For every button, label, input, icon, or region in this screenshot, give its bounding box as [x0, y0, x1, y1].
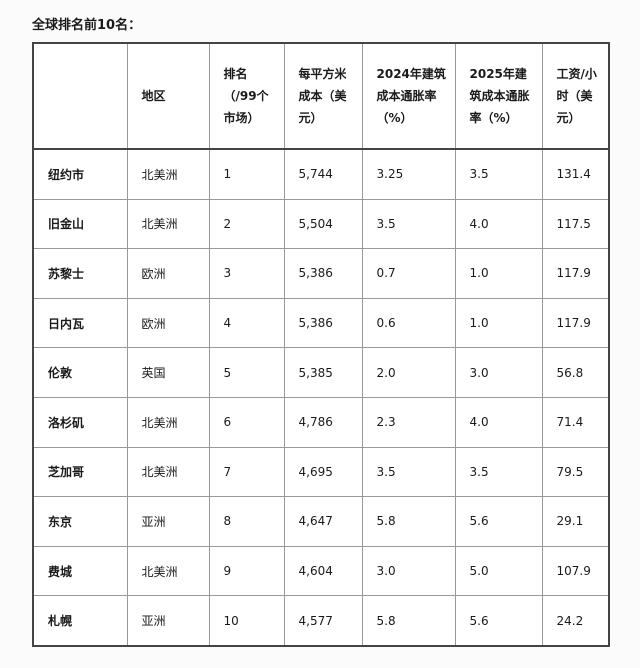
cell-rank: 8: [208, 496, 285, 547]
cell-rank: 4: [208, 297, 285, 349]
cell-city: 札幌: [32, 595, 128, 647]
table-row: 洛杉矶 北美洲 6 4,786 2.3 4.0 71.4: [32, 396, 610, 448]
cell-region: 亚洲: [126, 496, 210, 547]
cell-inflation-2024: 2.3: [361, 396, 456, 448]
cell-region: 北美洲: [126, 148, 210, 200]
cell-wage-per-hour: 117.9: [541, 297, 610, 349]
cell-inflation-2024: 3.5: [361, 198, 456, 250]
cell-city: 东京: [32, 496, 128, 547]
cell-region: 欧洲: [126, 248, 210, 299]
cell-cost-per-sqm: 4,577: [283, 595, 363, 647]
cell-region: 北美洲: [126, 446, 210, 498]
cell-wage-per-hour: 107.9: [541, 545, 610, 597]
cell-cost-per-sqm: 4,786: [283, 396, 363, 448]
cell-inflation-2024: 3.5: [361, 446, 456, 498]
cell-inflation-2024: 0.7: [361, 248, 456, 299]
cell-region: 欧洲: [126, 297, 210, 349]
cell-inflation-2025: 3.0: [454, 347, 543, 398]
header-city: [32, 42, 128, 150]
table-row: 纽约市 北美洲 1 5,744 3.25 3.5 131.4: [32, 148, 610, 200]
cell-wage-per-hour: 29.1: [541, 496, 610, 547]
cell-rank: 3: [208, 248, 285, 299]
cell-rank: 5: [208, 347, 285, 398]
cell-cost-per-sqm: 5,386: [283, 248, 363, 299]
cell-wage-per-hour: 56.8: [541, 347, 610, 398]
cell-city: 旧金山: [32, 198, 128, 250]
header-row: 地区 排名（/99个市场） 每平方米成本（美元） 2024年建筑成本通胀率（%） 202…: [32, 42, 610, 150]
cell-wage-per-hour: 131.4: [541, 148, 610, 200]
cell-cost-per-sqm: 5,504: [283, 198, 363, 250]
cell-inflation-2025: 4.0: [454, 396, 543, 448]
table-row: 旧金山 北美洲 2 5,504 3.5 4.0 117.5: [32, 198, 610, 250]
cell-rank: 7: [208, 446, 285, 498]
cell-inflation-2024: 5.8: [361, 496, 456, 547]
cell-inflation-2025: 3.5: [454, 148, 543, 200]
table-row: 苏黎士 欧洲 3 5,386 0.7 1.0 117.9: [32, 248, 610, 299]
cell-inflation-2024: 5.8: [361, 595, 456, 647]
cell-region: 北美洲: [126, 545, 210, 597]
cell-cost-per-sqm: 4,695: [283, 446, 363, 498]
header-inflation-2025: 2025年建筑成本通胀率（%）: [454, 42, 543, 150]
cell-city: 纽约市: [32, 148, 128, 200]
cell-rank: 10: [208, 595, 285, 647]
header-wage-per-hour: 工资/小时（美元）: [541, 42, 610, 150]
cell-rank: 1: [208, 148, 285, 200]
cell-wage-per-hour: 117.9: [541, 248, 610, 299]
cell-region: 北美洲: [126, 198, 210, 250]
header-inflation-2024: 2024年建筑成本通胀率（%）: [361, 42, 456, 150]
cell-inflation-2025: 4.0: [454, 198, 543, 250]
cell-city: 费城: [32, 545, 128, 597]
header-rank: 排名（/99个市场）: [208, 42, 285, 150]
cell-cost-per-sqm: 4,604: [283, 545, 363, 597]
cell-rank: 9: [208, 545, 285, 597]
cell-region: 亚洲: [126, 595, 210, 647]
table-row: 费城 北美洲 9 4,604 3.0 5.0 107.9: [32, 545, 610, 597]
cell-inflation-2025: 5.6: [454, 595, 543, 647]
table-row: 东京 亚洲 8 4,647 5.8 5.6 29.1: [32, 496, 610, 547]
cell-city: 苏黎士: [32, 248, 128, 299]
cell-inflation-2024: 2.0: [361, 347, 456, 398]
ranking-table: 地区 排名（/99个市场） 每平方米成本（美元） 2024年建筑成本通胀率（%） 202…: [32, 42, 610, 647]
cell-inflation-2025: 1.0: [454, 248, 543, 299]
cell-wage-per-hour: 117.5: [541, 198, 610, 250]
cell-rank: 2: [208, 198, 285, 250]
cell-cost-per-sqm: 5,386: [283, 297, 363, 349]
cell-city: 洛杉矶: [32, 396, 128, 448]
cell-city: 芝加哥: [32, 446, 128, 498]
cell-inflation-2025: 5.6: [454, 496, 543, 547]
cell-wage-per-hour: 79.5: [541, 446, 610, 498]
cell-inflation-2024: 0.6: [361, 297, 456, 349]
table-row: 芝加哥 北美洲 7 4,695 3.5 3.5 79.5: [32, 446, 610, 498]
cell-inflation-2025: 5.0: [454, 545, 543, 597]
cell-inflation-2024: 3.25: [361, 148, 456, 200]
table-row: 伦敦 英国 5 5,385 2.0 3.0 56.8: [32, 347, 610, 398]
cell-wage-per-hour: 71.4: [541, 396, 610, 448]
cell-cost-per-sqm: 4,647: [283, 496, 363, 547]
header-region: 地区: [126, 42, 210, 150]
cell-region: 北美洲: [126, 396, 210, 448]
cell-cost-per-sqm: 5,744: [283, 148, 363, 200]
cell-inflation-2025: 1.0: [454, 297, 543, 349]
cell-wage-per-hour: 24.2: [541, 595, 610, 647]
cell-city: 日内瓦: [32, 297, 128, 349]
cell-cost-per-sqm: 5,385: [283, 347, 363, 398]
cell-inflation-2024: 3.0: [361, 545, 456, 597]
cell-rank: 6: [208, 396, 285, 448]
table-row: 日内瓦 欧洲 4 5,386 0.6 1.0 117.9: [32, 297, 610, 349]
table-row: 札幌 亚洲 10 4,577 5.8 5.6 24.2: [32, 595, 610, 647]
section-title: 全球排名前10名：: [32, 18, 142, 33]
header-cost-per-sqm: 每平方米成本（美元）: [283, 42, 363, 150]
cell-city: 伦敦: [32, 347, 128, 398]
cell-region: 英国: [126, 347, 210, 398]
cell-inflation-2025: 3.5: [454, 446, 543, 498]
